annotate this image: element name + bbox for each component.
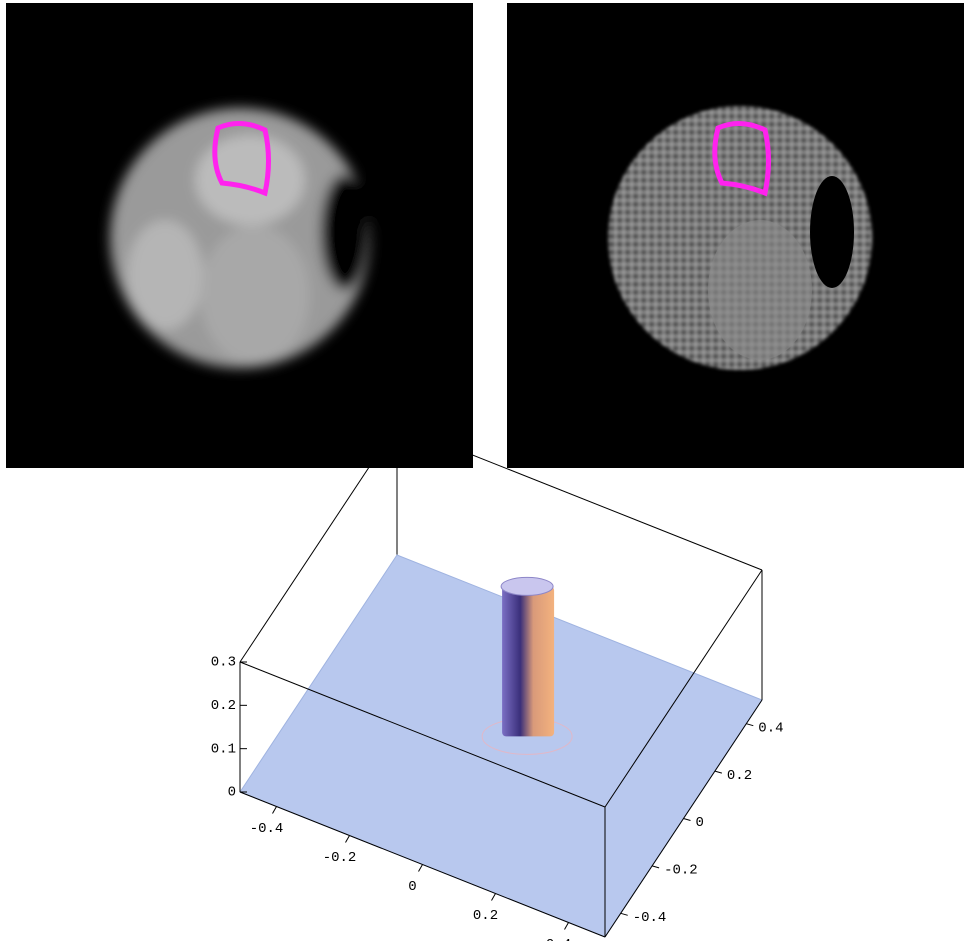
x-tick xyxy=(273,807,277,814)
x-tick-label: 0 xyxy=(408,879,416,895)
x-tick xyxy=(346,836,350,843)
x-tick xyxy=(419,865,423,872)
x-tick xyxy=(492,894,496,901)
y-tick-label: 0.2 xyxy=(727,768,752,784)
y-tick-label: -0.2 xyxy=(664,863,698,879)
figure: -0.4 -0.2 0 0.2 0.4 -0.4 -0.2 0 0.2 0.4 0 0.1 0.2 0.3 xyxy=(0,0,964,941)
x-tick-label: 0.4 xyxy=(546,937,571,941)
y-tick-label: 0 xyxy=(696,815,704,831)
z-tick-label: 0.2 xyxy=(211,698,236,714)
y-tick xyxy=(621,913,628,915)
y-tick-label: 0.4 xyxy=(758,720,783,736)
x-tick-label: 0.2 xyxy=(473,908,498,924)
y-tick xyxy=(652,866,659,868)
z-tick-label: 0.1 xyxy=(211,741,236,757)
x-tick xyxy=(565,923,569,930)
y-tick xyxy=(746,724,753,726)
micrograph-blurred xyxy=(6,3,473,468)
surface-peak-top xyxy=(501,577,553,595)
surface-peak xyxy=(502,586,554,736)
x-tick-label: -0.4 xyxy=(250,821,284,837)
surface-floor xyxy=(240,555,762,937)
x-tick-label: -0.2 xyxy=(323,850,357,866)
y-tick xyxy=(684,819,691,821)
y-tick xyxy=(715,771,722,773)
y-tick-label: -0.4 xyxy=(633,910,667,926)
micrograph-sharp xyxy=(507,3,964,468)
z-tick-label: 0.3 xyxy=(211,655,236,671)
z-tick-label: 0 xyxy=(228,785,236,801)
surface-plot: -0.4 -0.2 0 0.2 0.4 -0.4 -0.2 0 0.2 0.4 0 0.1 0.2 0.3 xyxy=(211,425,784,941)
